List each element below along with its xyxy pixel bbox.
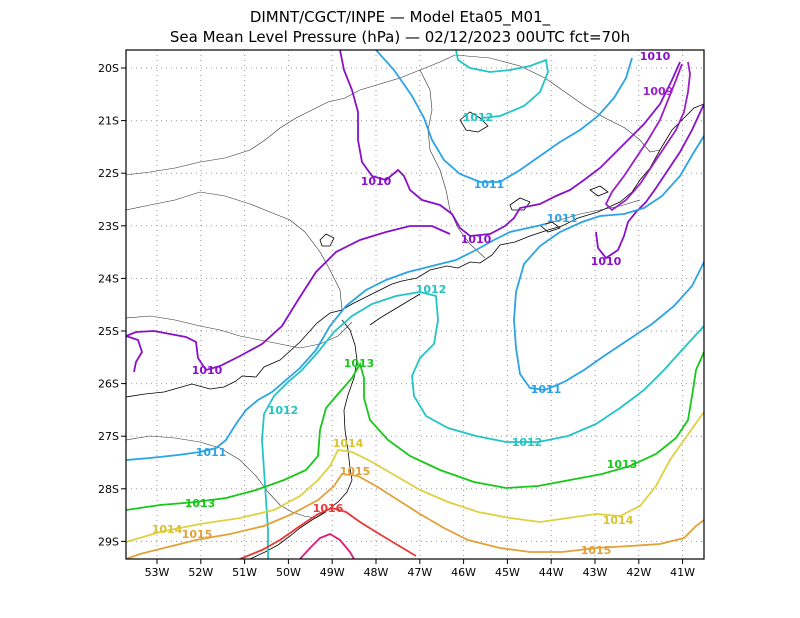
axis-ticks: 53W 52W 51W 50W 49W 48W 47W 46W 45W 44W 43W 42W 41W 2… <box>98 62 695 579</box>
lon-tick-label: 44W <box>539 566 564 579</box>
isobar-1016 <box>239 507 417 559</box>
label-1012-west: 1012 <box>268 404 299 417</box>
lon-tick-label: 50W <box>276 566 301 579</box>
label-1010-north: 1010 <box>361 175 392 188</box>
isobar-1012 <box>261 50 704 559</box>
label-1011-north: 1011 <box>474 178 505 191</box>
label-1010-east: 1010 <box>591 255 622 268</box>
lat-tick-label: 22S <box>98 167 119 180</box>
label-1010-center: 1010 <box>461 233 492 246</box>
lon-tick-label: 52W <box>188 566 213 579</box>
lat-tick-label: 27S <box>98 430 119 443</box>
isobar-1010 <box>126 50 704 373</box>
lat-tick-label: 26S <box>98 378 119 391</box>
isobar-1013 <box>126 351 704 511</box>
lon-tick-label: 45W <box>495 566 520 579</box>
lon-tick-label: 42W <box>626 566 651 579</box>
label-1012-south: 1012 <box>512 436 543 449</box>
title-line-2: Sea Mean Level Pressure (hPa) — 02/12/20… <box>170 28 630 46</box>
lon-tick-label: 47W <box>407 566 432 579</box>
label-1016: 1016 <box>313 502 344 515</box>
label-1015-west: 1015 <box>182 528 213 541</box>
plot-frame <box>125 49 705 560</box>
label-1014-east: 1014 <box>603 514 634 527</box>
title-line-1: DIMNT/CGCT/INPE — Model Eta05_M01_ <box>250 8 551 27</box>
lon-tick-label: 51W <box>232 566 257 579</box>
lat-tick-label: 28S <box>98 483 119 496</box>
label-1011-center: 1011 <box>547 212 578 225</box>
label-1009: 1009 <box>643 85 674 98</box>
label-1011-south: 1011 <box>531 383 562 396</box>
label-1013-west: 1013 <box>185 497 216 510</box>
lat-tick-label: 24S <box>98 272 119 285</box>
lat-tick-label: 23S <box>98 220 119 233</box>
label-1011-west: 1011 <box>196 446 227 459</box>
lon-tick-label: 41W <box>670 566 695 579</box>
label-1014-center: 1014 <box>333 437 364 450</box>
label-1010-ne: 1010 <box>640 50 671 63</box>
isobar-1015 <box>126 473 704 559</box>
lat-tick-label: 21S <box>98 115 119 128</box>
coastline <box>126 103 704 559</box>
lat-tick-label: 29S <box>98 535 119 548</box>
label-1010-west: 1010 <box>192 364 223 377</box>
label-1015-center: 1015 <box>340 465 371 478</box>
isobar-1009 <box>604 61 691 212</box>
lon-tick-label: 43W <box>583 566 608 579</box>
label-1014-west: 1014 <box>152 523 183 536</box>
plot-area <box>126 50 704 559</box>
contour-labels: 1009 1010 1010 1010 1010 1010 1011 1011 … <box>152 50 674 557</box>
label-1012-center: 1012 <box>416 283 447 296</box>
lon-tick-label: 46W <box>451 566 476 579</box>
lat-tick-label: 25S <box>98 325 119 338</box>
isobar-1017 <box>299 532 355 559</box>
lon-tick-label: 48W <box>364 566 389 579</box>
isobar-1014 <box>126 411 704 543</box>
lon-tick-label: 49W <box>320 566 345 579</box>
label-1013-east: 1013 <box>607 458 638 471</box>
lat-tick-label: 20S <box>98 62 119 75</box>
label-1013-north: 1013 <box>344 357 375 370</box>
label-1012-north: 1012 <box>463 111 494 124</box>
state-borders <box>126 54 661 519</box>
lon-tick-label: 53W <box>145 566 170 579</box>
label-1015-east: 1015 <box>581 544 612 557</box>
isobar-1011 <box>126 50 704 461</box>
